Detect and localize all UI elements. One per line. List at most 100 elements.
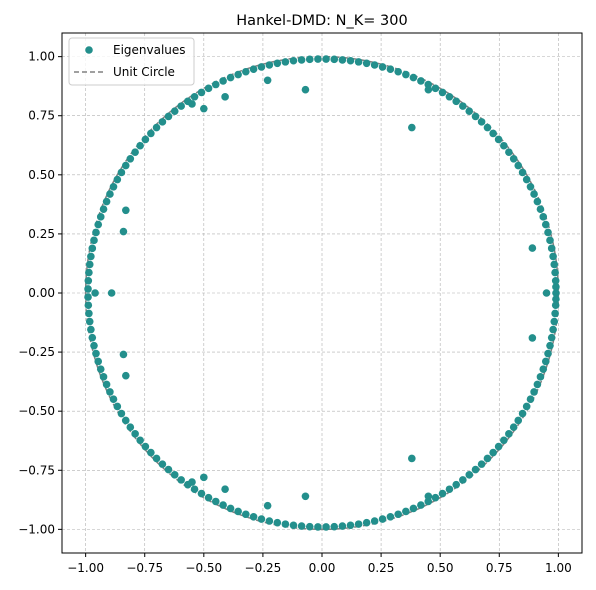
eigenvalue-point — [147, 448, 155, 457]
eigenvalue-point — [528, 334, 537, 342]
eigenvalue-point — [301, 85, 310, 94]
eigenvalue-point — [549, 325, 557, 334]
eigenvalue-point — [417, 501, 425, 509]
eigenvalue-point — [544, 228, 552, 237]
eigenvalue-point — [85, 309, 93, 318]
eigenvalue-point — [88, 333, 97, 342]
eigenvalue-point — [197, 88, 206, 97]
eigenvalue-point — [242, 510, 250, 519]
eigenvalue-point — [465, 471, 474, 479]
eigenvalue-point — [322, 523, 330, 531]
eigenvalue-point — [226, 504, 235, 513]
eigenvalue-point — [518, 409, 527, 418]
eigenvalue-point — [249, 512, 258, 521]
eigenvalue-point — [289, 521, 298, 530]
eigenvalue-point — [305, 55, 314, 64]
eigenvalue-point — [544, 349, 552, 358]
eigenvalue-point — [84, 285, 92, 293]
eigenvalue-point — [539, 365, 548, 373]
eigenvalue-point — [314, 523, 322, 531]
eigenvalue-point — [394, 67, 402, 76]
eigenvalue-point — [87, 252, 95, 261]
eigenvalue-point — [514, 161, 523, 170]
eigenvalue-point — [92, 228, 100, 237]
eigenvalue-point — [408, 454, 416, 463]
eigenvalue-point — [204, 493, 213, 502]
eigenvalue-point — [417, 77, 425, 85]
eigenvalue-point — [409, 73, 418, 82]
eigenvalue-point — [152, 123, 161, 132]
eigenvalue-point — [541, 220, 550, 229]
eigenvalue-point — [362, 518, 371, 527]
eigenvalue-point — [211, 80, 220, 89]
eigenvalue-point — [211, 497, 220, 506]
x-tick-label-3: −0.25 — [245, 561, 282, 575]
x-tick-label-8: 1.00 — [545, 561, 572, 575]
eigenvalue-point — [94, 220, 103, 229]
eigenvalue-point — [489, 129, 497, 138]
legend-unit-circle-label: Unit Circle — [113, 65, 175, 79]
eigenvalue-point — [136, 141, 144, 150]
eigenvalue-point — [330, 55, 339, 64]
eigenvalue-point — [354, 520, 363, 528]
eigenvalue-point — [147, 129, 155, 138]
eigenvalue-point — [362, 59, 371, 68]
eigenvalue-point — [459, 476, 467, 484]
eigenvalue-point — [547, 333, 556, 342]
eigenvalue-point — [370, 517, 379, 525]
eigenvalue-point — [234, 70, 242, 79]
eigenvalue-point — [505, 430, 513, 438]
eigenvalue-point — [177, 102, 185, 110]
eigenvalue-point — [102, 197, 111, 206]
eigenvalue-point — [158, 118, 167, 126]
eigenvalue-point — [550, 260, 559, 269]
eigenvalue-point — [536, 373, 545, 381]
eigenvalue-point — [121, 416, 130, 425]
eigenvalue-point — [263, 76, 272, 85]
eigenvalue-point — [431, 493, 440, 502]
eigenvalue-point — [141, 135, 150, 144]
eigenvalue-point — [170, 107, 179, 115]
eigenvalue-point — [117, 409, 126, 418]
eigenvalue-point — [514, 416, 523, 425]
eigenvalue-point — [158, 460, 167, 468]
eigenvalue-point — [305, 522, 314, 531]
eigenvalue-point — [90, 236, 98, 245]
eigenvalue-points — [84, 55, 560, 531]
eigenvalue-point — [338, 56, 347, 64]
eigenvalue-point — [91, 289, 99, 297]
eigenvalue-point — [424, 85, 433, 94]
eigenvalue-point — [459, 102, 467, 110]
eigenvalue-point — [119, 227, 128, 236]
x-tick-label-1: −0.75 — [126, 561, 163, 575]
eigenvalue-point — [126, 423, 135, 432]
eigenvalue-point — [136, 436, 144, 445]
eigenvalue-point — [131, 430, 139, 438]
legend-box — [68, 37, 195, 86]
eigenvalue-point — [477, 460, 486, 468]
eigenvalue-point — [518, 168, 527, 177]
eigenvalue-point — [338, 522, 347, 530]
x-tick-label-5: 0.25 — [368, 561, 395, 575]
eigenvalue-point — [117, 168, 126, 177]
eigenvalue-point — [438, 489, 447, 498]
eigenvalue-point — [386, 512, 395, 521]
eigenvalue-point — [314, 55, 322, 63]
eigenvalue-point — [190, 485, 199, 494]
eigenvalue-point — [551, 301, 560, 310]
eigenvalue-point — [273, 518, 282, 527]
eigenvalue-point — [200, 104, 208, 113]
eigenvalue-point — [122, 206, 130, 215]
eigenvalue-point — [552, 283, 560, 291]
eigenvalue-point — [500, 436, 508, 445]
eigenvalue-point — [539, 213, 548, 221]
eigenvalue-point — [84, 301, 93, 310]
x-tick-label-2: −0.50 — [185, 561, 222, 575]
y-axis-ticks: −1.00 −0.75 −0.50 −0.25 0.00 0.25 0.50 0.75 1.00 — [18, 50, 62, 536]
eigenvalue-point — [257, 63, 266, 71]
x-tick-label-4: 0.00 — [309, 561, 336, 575]
eigenvalue-point — [301, 492, 310, 501]
eigenvalue-point — [424, 492, 433, 501]
eigenvalue-point — [477, 118, 486, 126]
eigenvalue-point — [330, 522, 339, 531]
